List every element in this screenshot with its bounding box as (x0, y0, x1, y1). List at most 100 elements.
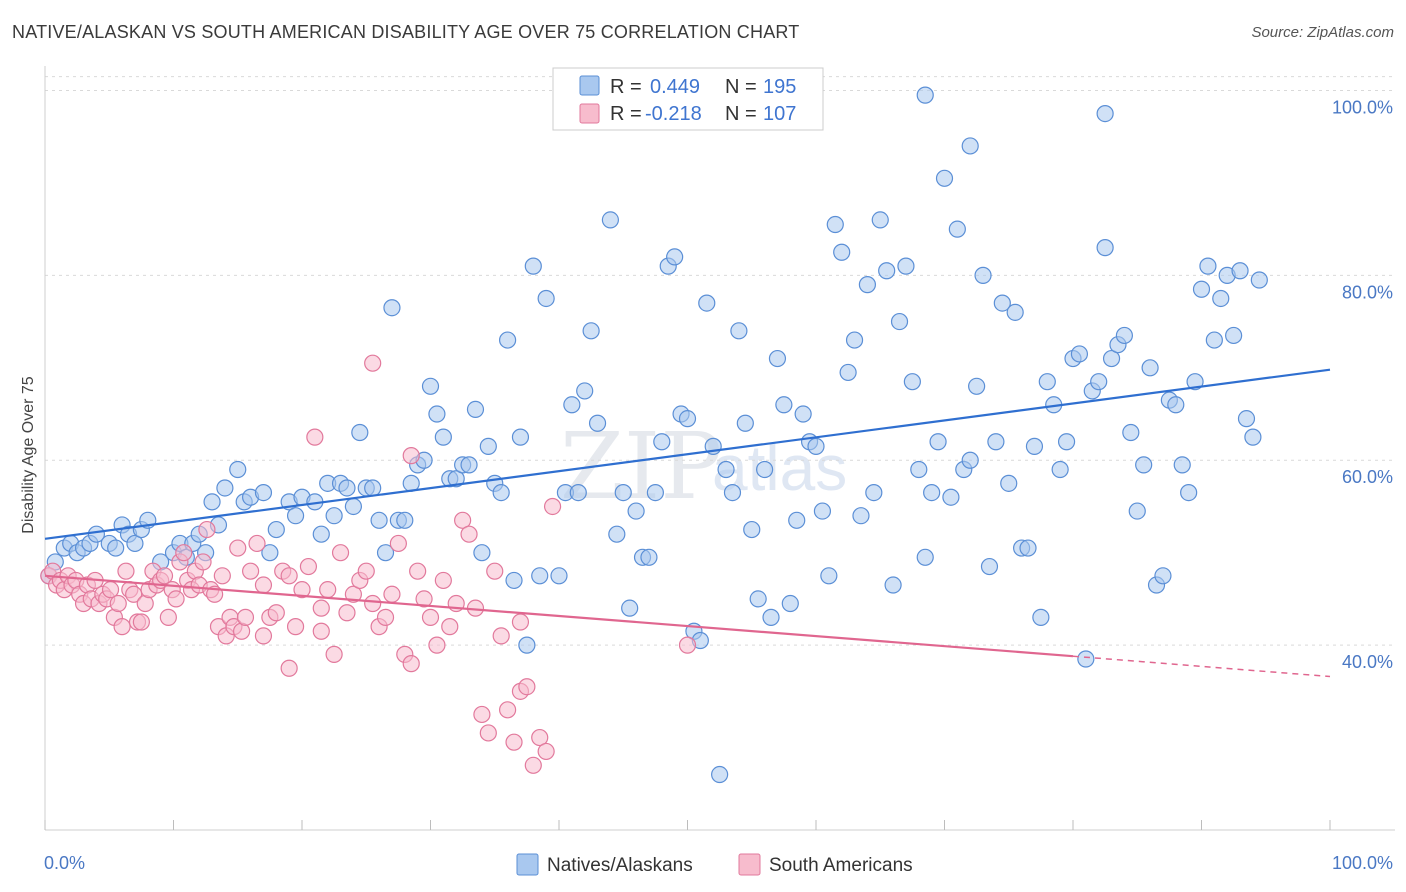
point-south-americans (132, 613, 150, 631)
point-natives (993, 294, 1011, 312)
point-south-americans (511, 613, 530, 631)
point-natives (1122, 423, 1140, 442)
point-natives (216, 479, 234, 497)
point-natives (755, 460, 774, 479)
point-natives (903, 373, 921, 391)
point-south-americans (409, 562, 427, 580)
point-south-americans (306, 428, 324, 446)
point-natives (833, 243, 851, 261)
legend-swatch-natives (579, 75, 600, 96)
point-natives (434, 428, 452, 446)
tick-labels: 40.0% 60.0% 80.0% 100.0% 0.0% 100.0% (44, 97, 1393, 873)
point-south-americans (159, 608, 177, 626)
point-natives (1192, 280, 1211, 298)
point-south-americans (236, 608, 255, 626)
point-natives (987, 433, 1005, 451)
point-natives (1006, 303, 1024, 321)
legend-n-label-south-americans: N = (725, 103, 757, 125)
point-south-americans (198, 520, 216, 539)
point-south-americans (492, 627, 510, 645)
point-south-americans (537, 742, 555, 761)
point-south-americans (434, 571, 452, 590)
y-tick-label: 80.0% (1342, 282, 1393, 302)
point-south-americans (505, 733, 523, 751)
point-natives (563, 396, 581, 414)
point-natives (826, 215, 844, 234)
point-natives (1244, 428, 1262, 446)
point-natives (711, 765, 729, 784)
point-natives (845, 331, 864, 349)
point-south-americans (460, 525, 478, 543)
point-natives (286, 507, 305, 525)
point-natives (775, 396, 793, 414)
point-natives (1096, 104, 1114, 123)
point-natives (621, 599, 639, 617)
point-natives (916, 548, 934, 566)
bottom-legend-label-south-americans: South Americans (769, 855, 913, 876)
point-natives (1186, 373, 1204, 391)
point-south-americans (254, 627, 273, 645)
point-natives (370, 511, 388, 529)
point-natives (229, 460, 247, 479)
legend-r-label-natives: R = (610, 76, 642, 98)
point-south-americans (518, 678, 536, 696)
point-natives (878, 262, 896, 280)
trend-line-south-americans (44, 574, 1074, 658)
point-natives (364, 479, 382, 497)
point-south-americans (402, 655, 420, 673)
point-natives (582, 322, 600, 340)
point-natives (736, 414, 754, 432)
point-natives (588, 414, 607, 432)
point-natives (794, 405, 812, 423)
point-natives (325, 507, 343, 525)
gridlines (45, 76, 1395, 646)
point-natives (492, 483, 510, 502)
point-south-americans (248, 534, 266, 553)
point-natives (267, 520, 285, 539)
point-natives (396, 511, 414, 529)
point-natives (466, 400, 485, 419)
point-natives (749, 590, 767, 608)
point-south-americans (415, 590, 433, 608)
bottom-legend-label-natives: Natives/Alaskans (547, 855, 693, 876)
point-natives (666, 248, 684, 266)
point-natives (1000, 474, 1018, 492)
point-south-americans (194, 553, 212, 571)
point-south-americans (213, 567, 231, 585)
point-natives (608, 525, 626, 543)
point-natives (479, 437, 497, 455)
point-natives (929, 433, 947, 451)
point-south-americans (376, 608, 395, 626)
point-natives (376, 544, 395, 562)
point-natives (1090, 373, 1108, 391)
point-natives (762, 608, 780, 626)
point-natives (1102, 349, 1121, 368)
point-natives (890, 312, 909, 331)
point-south-americans (286, 618, 305, 636)
point-south-americans (293, 581, 311, 599)
bottom-legend-swatch-south-americans (738, 853, 761, 876)
point-natives (473, 544, 491, 562)
point-natives (1205, 331, 1223, 349)
trend-line-south-americans-extension (1072, 655, 1331, 678)
point-natives (743, 520, 761, 539)
point-natives (717, 460, 735, 479)
point-natives (338, 479, 356, 497)
trend-lines (44, 368, 1331, 678)
point-south-americans (524, 756, 542, 774)
point-natives (601, 211, 620, 229)
x-tick-label: 0.0% (44, 853, 85, 873)
point-natives (1128, 502, 1146, 520)
point-natives (698, 294, 716, 312)
data-points (40, 86, 1268, 784)
point-natives (614, 483, 632, 502)
point-natives (678, 410, 697, 428)
legend-swatch-south-americans (579, 103, 600, 124)
point-natives (1135, 456, 1153, 474)
bottom-legend-swatch-natives (516, 853, 539, 876)
point-natives (107, 539, 125, 557)
point-south-americans (319, 581, 337, 599)
point-natives (852, 507, 870, 525)
point-south-americans (109, 594, 127, 613)
legend: R = 0.449 N = 195 R = -0.218 N = 107 (552, 67, 824, 131)
